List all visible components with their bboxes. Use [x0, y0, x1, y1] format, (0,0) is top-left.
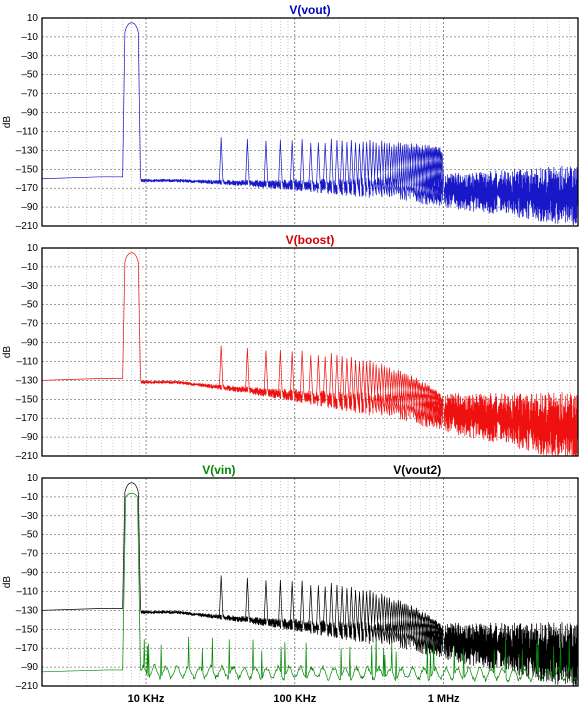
y-tick-label: –90 [21, 202, 38, 213]
y-tick-label: –10 [21, 262, 38, 273]
y-tick-label: –30 [21, 511, 38, 522]
trace [42, 253, 578, 461]
y-tick-label: –50 [21, 530, 38, 541]
panel-border [42, 478, 578, 686]
y-tick-label: –70 [21, 319, 38, 330]
y-tick-label: –90 [21, 662, 38, 673]
y-tick-label: –150 [16, 394, 39, 405]
y-tick-label: –150 [16, 624, 39, 635]
y-tick-label: –30 [21, 51, 38, 62]
x-tick-label: 100 KHz [273, 693, 316, 705]
y-tick-label: –130 [16, 145, 39, 156]
y-tick-label: –210 [16, 451, 39, 462]
y-tick-label: –130 [16, 375, 39, 386]
y-tick-label: –90 [21, 338, 38, 349]
y-tick-label: –50 [21, 300, 38, 311]
y-tick-label: –210 [16, 681, 39, 692]
y-tick-label: –130 [16, 605, 39, 616]
panel-title: V(vout) [289, 3, 330, 17]
panel-title: V(boost) [286, 233, 335, 247]
y-tick-label: –70 [21, 549, 38, 560]
y-tick-label: –30 [21, 281, 38, 292]
figure-svg: 10 –10 –30 –50 –70 –90 –110 –130 –150 –170 –90 –210… [0, 0, 588, 714]
y-tick-label: –10 [21, 32, 38, 43]
panel-title: V(vout2) [393, 463, 441, 477]
y-tick-label: –50 [21, 70, 38, 81]
y-tick-label: 10 [27, 13, 39, 24]
y-tick-label: –90 [21, 108, 38, 119]
y-tick-label: –170 [16, 183, 39, 194]
y-tick-label: –170 [16, 643, 39, 654]
y-tick-label: –110 [16, 126, 38, 137]
panel-border [42, 248, 578, 456]
y-tick-label: –110 [16, 356, 38, 367]
panel-title: V(vin) [202, 463, 235, 477]
x-tick-label: 10 KHz [128, 693, 165, 705]
y-axis-label: dB [2, 576, 13, 589]
trace-secondary [42, 493, 578, 682]
trace [42, 23, 578, 225]
y-tick-label: –150 [16, 164, 39, 175]
figure-container: 10 –10 –30 –50 –70 –90 –110 –130 –150 –170 –90 –210… [0, 0, 588, 714]
y-tick-label: 10 [27, 243, 39, 254]
y-tick-label: 10 [27, 473, 39, 484]
y-axis-label: dB [2, 116, 13, 129]
y-tick-label: –70 [21, 89, 38, 100]
y-tick-label: –10 [21, 492, 38, 503]
y-tick-label: –90 [21, 432, 38, 443]
y-tick-label: –110 [16, 586, 38, 597]
x-tick-label: 1 MHz [428, 693, 460, 705]
y-tick-label: –170 [16, 413, 39, 424]
trace [42, 483, 578, 688]
y-tick-label: –90 [21, 568, 38, 579]
y-axis-label: dB [2, 346, 13, 359]
y-tick-label: –210 [16, 221, 39, 232]
